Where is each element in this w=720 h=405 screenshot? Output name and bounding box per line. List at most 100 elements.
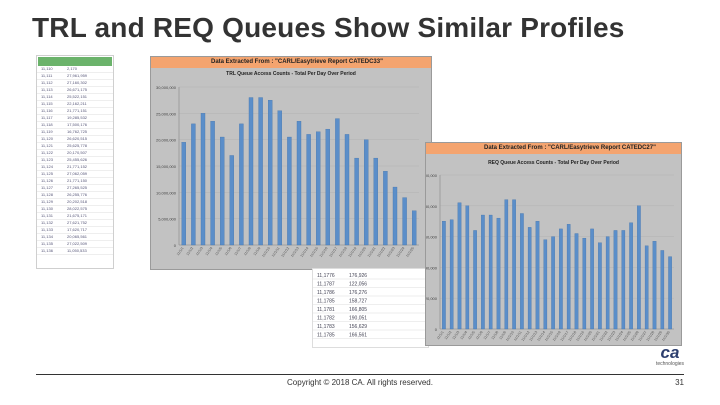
chart-bar (191, 123, 196, 246)
table-cell-value: 28,022,575 (67, 206, 88, 211)
trl-banner-text: Data Extracted From : "CARL/Easytrieve R… (211, 59, 383, 65)
chart-bar (637, 205, 641, 330)
table-cell-value: 21,771,150 (67, 178, 88, 183)
table-cell-value: 27,160,302 (67, 80, 88, 85)
table-cell-value: 26,671,175 (67, 87, 88, 92)
x-tick-label: 11/1/23 (386, 246, 396, 258)
x-tick-label: 11/1/21 (367, 246, 377, 258)
table-cell-value: 27,062,059 (67, 171, 88, 176)
y-tick-label: 30,000,000 (156, 85, 177, 90)
chart-bar (660, 250, 665, 330)
table-cell-value: 21,675,171 (67, 213, 88, 218)
chart-bar (316, 131, 321, 246)
x-tick-label: 11/1/2 (186, 246, 195, 256)
table-cell-date: 11,115 (41, 101, 53, 106)
table-row: 11,125 27,062,059 (37, 171, 113, 178)
table-cell-value: 20,202,518 (67, 199, 88, 204)
req-chart-plot: 100,00080,00060,00040,00020,000011/1/111… (426, 173, 674, 342)
x-tick-label: 11/1/13 (528, 330, 538, 342)
x-tick-label: 11/1/30 (661, 330, 671, 342)
x-tick-label: 11/1/11 (513, 330, 523, 341)
x-tick-label: 11/1/10 (261, 246, 271, 258)
x-tick-label: 11/1/7 (483, 330, 492, 340)
x-tick-label: 11/1/4 (459, 330, 468, 340)
x-tick-label: 11/1/19 (575, 330, 585, 342)
chart-bar (520, 213, 524, 330)
table-cell-date: 11,129 (41, 199, 53, 204)
page-number: 31 (675, 378, 684, 387)
chart-bar (392, 186, 398, 246)
x-tick-label: 11/1/15 (544, 330, 554, 342)
x-tick-label: 11/1/3 (452, 330, 461, 340)
x-tick-label: 11/1/10 (505, 330, 515, 342)
x-tick-label: 11/1/17 (560, 330, 570, 342)
lower-spreadsheet-snippet: 11,1776 176,926 11,1787 122,056 11,1786 176,2… (312, 268, 429, 348)
chart-bar (335, 118, 340, 246)
spreadsheet-rows: 11,110 2,170 11,111 27,961,959 11,112 27,160,… (37, 66, 113, 255)
chart-bar (344, 134, 350, 246)
table-row: 11,129 20,202,518 (37, 199, 113, 206)
table-cell-date: 11,127 (41, 185, 53, 190)
table-cell-value: 27,961,959 (67, 73, 88, 78)
table-cell-date: 11,134 (41, 234, 53, 239)
table-row: 11,130 28,022,575 (37, 206, 113, 213)
x-tick-label: 11/1/5 (214, 246, 223, 256)
chart-bar (296, 121, 302, 246)
table-cell-date: 11,120 (41, 136, 53, 141)
copyright-footer: Copyright © 2018 CA. All rights reserved… (287, 378, 433, 387)
x-tick-label: 11/1/19 (348, 246, 358, 258)
x-tick-label: 11/1/18 (567, 330, 577, 342)
y-tick-label: 0 (435, 327, 438, 332)
chart-bar (621, 230, 626, 330)
table-row: 11,132 27,621,752 (37, 220, 113, 227)
lower-spreadsheet-cells: 11,1776 176,926 11,1787 122,056 11,1786 176,2… (313, 273, 428, 339)
x-tick-label: 11/1/25 (405, 246, 415, 258)
table-cell-date: 11,113 (41, 87, 53, 92)
x-tick-label: 11/1/16 (552, 330, 562, 342)
lower-sheet-cell-date: 11,1782 (317, 316, 335, 322)
chart-bar (605, 236, 610, 330)
lower-sheet-cell-date: 11,1781 (317, 307, 335, 313)
table-cell-value: 2,170 (67, 66, 78, 71)
lower-sheet-cell-value: 176,926 (349, 273, 367, 279)
chart-bar (325, 128, 330, 246)
x-tick-label: 11/1/15 (309, 246, 319, 258)
table-cell-date: 11,133 (41, 227, 53, 232)
chart-bar (590, 228, 594, 330)
table-cell-date: 11,116 (41, 108, 53, 113)
table-row: 11,114 25,522,151 (37, 94, 113, 101)
table-row: 11,127 27,265,525 (37, 185, 113, 192)
table-cell-value: 21,771,152 (67, 164, 88, 169)
chart-bar (277, 110, 282, 246)
y-tick-label: 100,000 (426, 173, 438, 178)
chart-bar (354, 157, 359, 246)
y-tick-label: 5,000,000 (158, 217, 177, 222)
table-cell-value: 27,265,525 (67, 185, 88, 190)
chart-bar (449, 219, 454, 330)
table-row: 11,121 25,625,778 (37, 143, 113, 150)
lower-sheet-cell-value: 176,276 (349, 290, 367, 296)
chart-bar (248, 97, 254, 246)
x-tick-label: 11/1/22 (599, 330, 609, 342)
x-tick-label: 11/1/28 (645, 330, 655, 342)
table-cell-date: 11,114 (41, 94, 53, 99)
trl-chart-banner: Data Extracted From : "CARL/Easytrieve R… (151, 57, 431, 68)
table-cell-value: 17,620,717 (67, 227, 88, 232)
x-tick-label: 11/1/18 (338, 246, 348, 258)
x-tick-label: 11/1/24 (614, 330, 624, 342)
ca-logo-mark: ca (660, 343, 680, 362)
chart-bar (457, 202, 462, 330)
chart-bar (652, 241, 657, 330)
ca-logo-subtitle: technologies (655, 361, 685, 367)
table-cell-date: 11,112 (41, 80, 53, 85)
table-cell-value: 25,625,778 (67, 143, 88, 148)
x-tick-label: 11/1/26 (630, 330, 640, 342)
req-chart-title: REQ Queue Access Counts - Total Per Day … (488, 160, 619, 166)
chart-bar (239, 123, 244, 246)
table-cell-value: 22,162,211 (67, 101, 87, 106)
table-row: 11,115 22,162,211 (37, 101, 113, 108)
chart-bar (582, 237, 587, 330)
chart-bar (527, 227, 532, 330)
x-tick-label: 11/1/14 (300, 246, 310, 258)
y-tick-label: 80,000 (426, 204, 438, 209)
